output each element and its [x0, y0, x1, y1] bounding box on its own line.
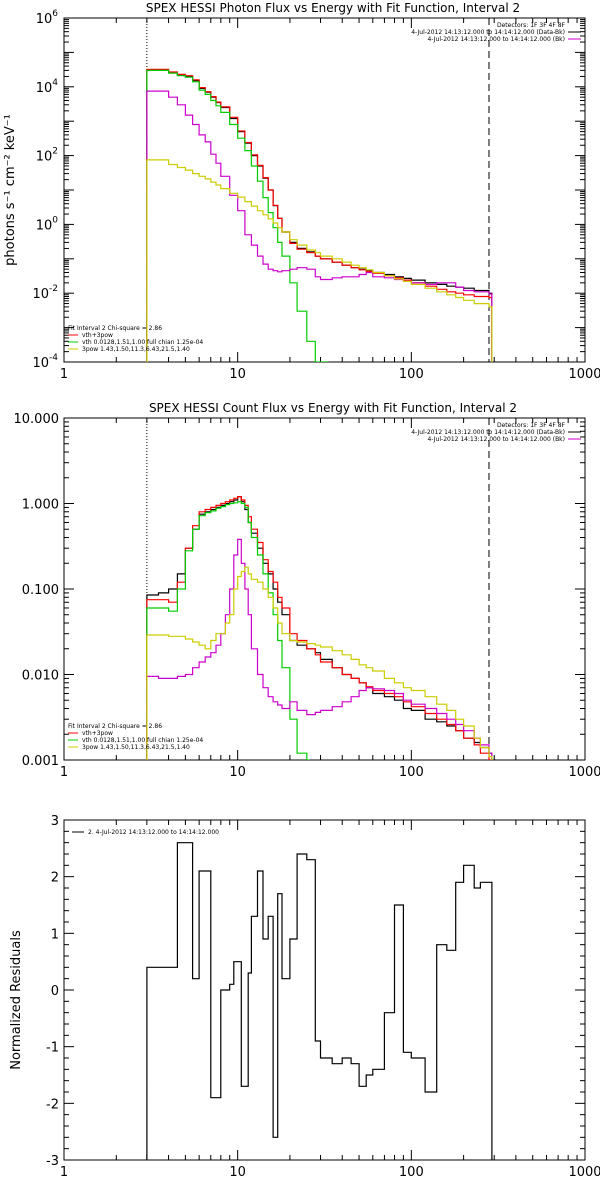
legend-entry: 3pow 1.43,1.50,11.3,6.43,21.5,1.40	[82, 346, 190, 353]
x-tick-label: 1000	[568, 765, 600, 780]
legend-entry: 4-Jul-2012 14:13:12.000 to 14:14:12.000 …	[411, 29, 565, 36]
y-tick-label: -3	[46, 1154, 59, 1169]
legend-entry: Fit Interval 2 Chi-square = 2.86	[68, 723, 162, 730]
legend-entry: 4-Jul-2012 14:13:12.000 to 14:14:12.000 …	[427, 36, 565, 43]
x-tick-label: 1000	[568, 367, 600, 382]
plot-frame	[63, 819, 586, 1161]
series-line-3	[146, 538, 493, 760]
plot-frame	[63, 17, 586, 363]
x-tick-label: 1	[60, 765, 68, 780]
x-tick-label: 10	[229, 1165, 246, 1180]
y-tick-label: 3	[51, 814, 59, 829]
legend-entry: 3pow 1.43,1.50,11.3,6.43,21.5,1.40	[82, 744, 190, 751]
y-tick-label: 106	[36, 9, 59, 27]
y-tick-label: -2	[46, 1097, 59, 1112]
y-tick-label: 2	[51, 871, 59, 886]
y-tick-label: 0.001	[22, 754, 59, 769]
x-tick-label: 10	[229, 367, 246, 382]
series-line-4	[146, 566, 493, 760]
series-group	[146, 496, 493, 760]
y-tick-label: 0	[51, 984, 59, 999]
series-line-2	[146, 69, 329, 362]
y-tick-label: 100	[36, 215, 59, 233]
series-group	[146, 68, 493, 362]
legend-entry: Detectors: 1F 3F 4F 8F	[497, 22, 566, 29]
legend-entry: vth 0.0128,1.51,1.00 full chian 1.25e-04	[82, 339, 203, 346]
y-tick-label: 1.000	[22, 498, 59, 513]
series-line-0	[146, 496, 493, 760]
series-line-0	[146, 69, 493, 362]
x-tick-label: 100	[399, 1165, 424, 1180]
x-tick-label: 10	[229, 765, 246, 780]
legend-entry: vth+3pow	[82, 332, 113, 339]
x-tick-label: 100	[399, 765, 424, 780]
legend-entry: Fit Interval 2 Chi-square = 2.86	[68, 325, 162, 332]
x-tick-label: 1000	[568, 1165, 600, 1180]
series-line-0	[146, 842, 493, 1160]
y-tick-label: 104	[36, 78, 59, 96]
series-line-4	[146, 159, 493, 362]
series-line-3	[146, 90, 493, 362]
y-tick-label: 10-4	[32, 353, 58, 371]
x-tick-label: 1	[60, 1165, 68, 1180]
series-group	[146, 842, 493, 1160]
plot-frame	[63, 417, 586, 761]
photon-flux-panel: SPEX HESSI Photon Flux vs Energy with Fi…	[3, 1, 600, 382]
legend-entry: vth 0.0128,1.51,1.00 full chian 1.25e-04	[82, 737, 203, 744]
series-line-2	[146, 501, 310, 760]
y-tick-label: 0.100	[22, 583, 59, 598]
legend-entry: Detectors: 1F 3F 4F 8F	[497, 422, 566, 429]
series-line-1	[146, 68, 493, 362]
x-tick-label: 1	[60, 367, 68, 382]
y-axis-label: photons s⁻¹ cm⁻² keV⁻¹	[3, 114, 18, 266]
chart-title: SPEX HESSI Count Flux vs Energy with Fit…	[149, 401, 517, 415]
chart-title: SPEX HESSI Photon Flux vs Energy with Fi…	[146, 1, 520, 15]
y-tick-label: 102	[36, 147, 58, 165]
y-tick-label: 0.010	[22, 669, 59, 684]
legend-entry: 4-Jul-2012 14:13:12.000 to 14:14:12.000 …	[427, 436, 565, 443]
legend-entry: 2. 4-Jul-2012 14:13:12.000 to 14:14:12.0…	[88, 829, 219, 836]
series-line-1	[146, 496, 492, 760]
y-tick-label: -1	[46, 1041, 59, 1056]
legend-entry: 4-Jul-2012 14:13:12.000 to 14:14:12.000 …	[411, 429, 565, 436]
legend-entry: vth+3pow	[82, 730, 113, 737]
y-tick-label: 10.000	[14, 412, 60, 427]
y-tick-label: 1	[51, 927, 59, 942]
y-axis-label: Normalized Residuals	[9, 930, 24, 1070]
residuals-panel: Normalized Residuals 1 10 100 1000 -3 -2 -1 0 1 2…	[9, 814, 600, 1180]
x-tick-label: 100	[399, 367, 424, 382]
y-tick-label: 10-2	[32, 284, 58, 302]
count-flux-panel: SPEX HESSI Count Flux vs Energy with Fit…	[14, 401, 600, 780]
